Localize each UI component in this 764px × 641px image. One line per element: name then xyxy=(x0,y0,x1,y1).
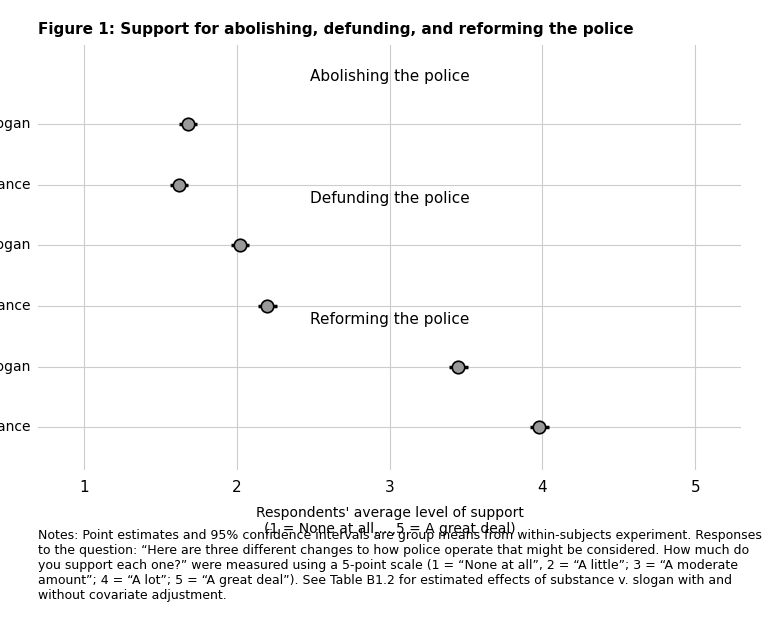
Text: Slogan: Slogan xyxy=(0,238,31,253)
Text: Abolishing the police: Abolishing the police xyxy=(309,69,470,85)
Text: Figure 1: Support for abolishing, defunding, and reforming the police: Figure 1: Support for abolishing, defund… xyxy=(38,22,634,37)
Text: Defunding the police: Defunding the police xyxy=(309,191,470,206)
Text: Slogan: Slogan xyxy=(0,117,31,131)
X-axis label: Respondents' average level of support
(1 = None at all,...,5 = A great deal): Respondents' average level of support (1… xyxy=(256,506,523,536)
Text: Substance: Substance xyxy=(0,178,31,192)
Text: Notes: Point estimates and 95% confidence intervals are group means from within-: Notes: Point estimates and 95% confidenc… xyxy=(38,529,762,602)
Text: Slogan: Slogan xyxy=(0,360,31,374)
Text: Substance: Substance xyxy=(0,299,31,313)
Text: Substance: Substance xyxy=(0,420,31,435)
Text: Reforming the police: Reforming the police xyxy=(310,312,469,328)
